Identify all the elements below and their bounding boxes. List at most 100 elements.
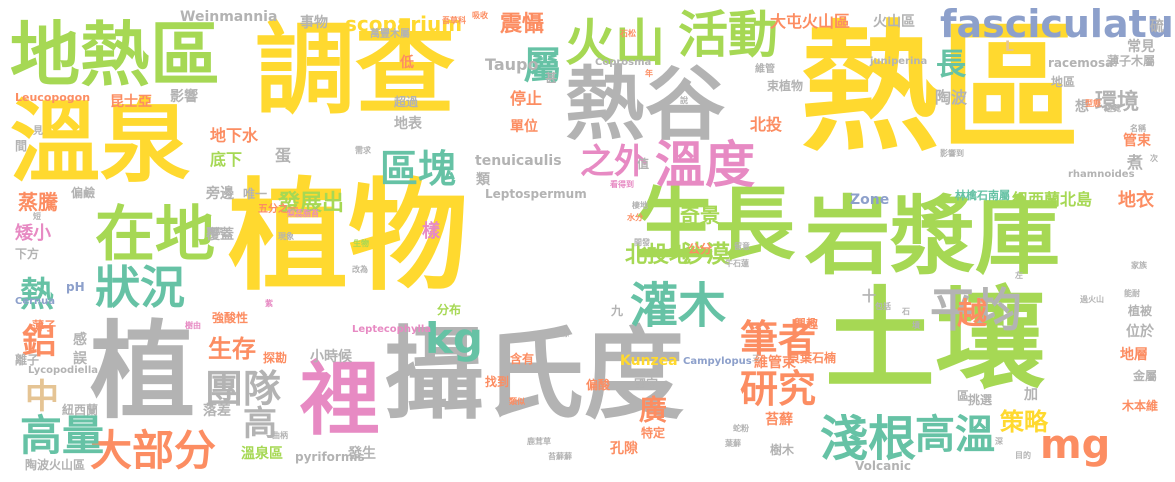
word: 蒸騰 bbox=[18, 190, 58, 214]
word: 灌木 bbox=[630, 278, 727, 334]
word: 區 bbox=[957, 389, 970, 403]
word: 貝葉石楠 bbox=[788, 351, 837, 365]
word: 植 bbox=[90, 311, 196, 433]
word: 興趣 bbox=[794, 317, 819, 331]
word: 鋁 bbox=[22, 322, 56, 362]
word: scoparium bbox=[345, 12, 463, 36]
word: 石松 bbox=[620, 29, 636, 38]
word: 年 bbox=[645, 69, 653, 78]
word: 見 bbox=[33, 126, 43, 137]
word: 薄子木屬 bbox=[1107, 54, 1156, 68]
word: 水分 bbox=[627, 213, 643, 222]
word: Campylopus bbox=[683, 356, 752, 367]
word: 苔蘚蘚 bbox=[548, 452, 572, 461]
word: racemosa bbox=[1048, 56, 1114, 70]
word: 數源 bbox=[553, 329, 569, 338]
word: 時期 bbox=[207, 227, 223, 236]
word: 溫泉 bbox=[10, 90, 190, 195]
word: 鹿茸草 bbox=[527, 437, 551, 446]
word: 改為 bbox=[352, 265, 368, 274]
word: 五分之一 bbox=[258, 204, 298, 215]
word: 偏鹼 bbox=[71, 186, 96, 200]
word: 紐西蘭北島 bbox=[1012, 190, 1093, 209]
word: 公分 bbox=[688, 242, 713, 256]
word: 次 bbox=[1150, 154, 1158, 163]
word: 昆士亞 bbox=[110, 94, 152, 110]
word: 影響到 bbox=[940, 149, 964, 158]
word: 強酸性 bbox=[212, 311, 249, 325]
word: 孔隙 bbox=[610, 441, 638, 457]
word: 九 bbox=[611, 304, 624, 318]
word: 誤 bbox=[73, 351, 87, 367]
word: 覆蓋 bbox=[206, 227, 234, 243]
word: 筆者 bbox=[740, 317, 817, 361]
word: 發生 bbox=[348, 446, 376, 462]
word: 廣 bbox=[635, 395, 668, 423]
word: 小時候 bbox=[310, 349, 352, 365]
word: 留意 bbox=[734, 242, 750, 251]
word: 甚 bbox=[545, 71, 558, 85]
word: Lycopodiella bbox=[28, 365, 99, 376]
word: 遊覽 bbox=[1105, 104, 1121, 113]
word: 開發 bbox=[634, 238, 650, 247]
word: 包括 bbox=[875, 302, 891, 311]
word: 樹木 bbox=[770, 443, 795, 457]
word: 在地 bbox=[95, 200, 215, 270]
word: 陶波火山區 bbox=[25, 458, 86, 472]
word: 金屬 bbox=[1133, 369, 1158, 383]
word: Volcanic bbox=[855, 459, 911, 473]
word: 團隊 bbox=[205, 367, 282, 411]
word: Kunzea bbox=[620, 353, 678, 369]
word: 地區 bbox=[1051, 75, 1076, 89]
word: 過火山 bbox=[1080, 295, 1104, 304]
word: 國家 bbox=[634, 377, 659, 391]
word: 類 bbox=[476, 172, 490, 188]
word: 高 bbox=[243, 404, 277, 444]
word: 長 bbox=[930, 48, 965, 78]
word: 震懾 bbox=[500, 12, 545, 37]
word: tenuicaulis bbox=[475, 153, 562, 169]
word: 木本維 bbox=[1122, 399, 1159, 413]
word: 大屯火山區 bbox=[770, 12, 851, 31]
word: 現象 bbox=[278, 232, 294, 241]
word: 研究 bbox=[740, 367, 817, 411]
word: 生物 bbox=[353, 239, 369, 248]
word: 植被 bbox=[1128, 304, 1153, 318]
word: 找到 bbox=[485, 375, 510, 389]
word: 煮 bbox=[1127, 153, 1144, 172]
word: L bbox=[1005, 39, 1014, 55]
word: rhamnoides bbox=[1068, 169, 1135, 180]
word: Zone bbox=[850, 192, 890, 208]
word: 火山 bbox=[565, 14, 665, 72]
word: 想 bbox=[1075, 99, 1089, 115]
word: 裡 bbox=[300, 353, 380, 446]
word: 偏酸 bbox=[586, 378, 611, 392]
word: 低 bbox=[400, 55, 414, 71]
word: 束植物 bbox=[767, 79, 804, 93]
word: 目的 bbox=[1015, 451, 1031, 460]
word: 石 bbox=[902, 307, 910, 316]
word: 型態 bbox=[1085, 99, 1101, 108]
word: 狀況 bbox=[95, 261, 186, 314]
word: 名稱 bbox=[1130, 124, 1146, 133]
word: 生長 bbox=[635, 178, 795, 271]
word: 熱區 bbox=[800, 8, 1081, 171]
word: 單位 bbox=[510, 119, 538, 135]
word: 區塊 bbox=[380, 147, 457, 191]
word: 能耐 bbox=[1124, 289, 1140, 298]
word: 地下水 bbox=[210, 126, 259, 145]
word: 萬豐木屬 bbox=[370, 29, 410, 40]
word: 沙漠 bbox=[682, 240, 730, 268]
word: pyriformis bbox=[295, 450, 365, 464]
word: Cernua bbox=[15, 296, 56, 307]
word: 生存 bbox=[208, 335, 256, 363]
word: 唯一 bbox=[243, 187, 268, 201]
word: Leptospermum bbox=[485, 187, 587, 201]
word: 停止 bbox=[510, 89, 543, 108]
word: 大部分 bbox=[90, 426, 217, 475]
word: 陶波 bbox=[935, 88, 968, 107]
word: 下方 bbox=[15, 247, 40, 261]
word: 策略 bbox=[1000, 408, 1048, 436]
word: 地層 bbox=[1120, 347, 1148, 363]
